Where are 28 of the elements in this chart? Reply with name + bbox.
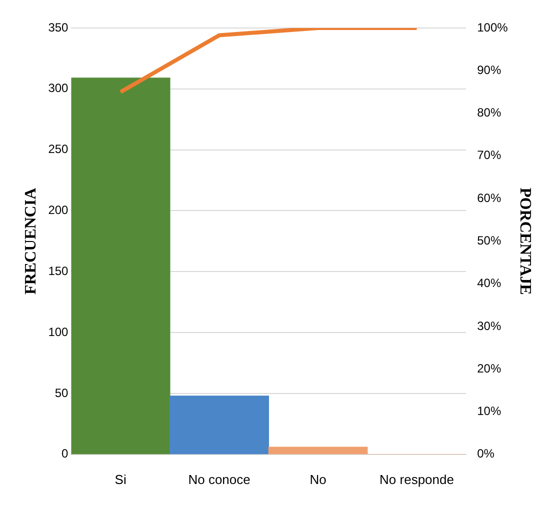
y-tick-label: 100	[48, 324, 69, 339]
bar	[71, 78, 170, 454]
y2-tick-label: 10%	[477, 404, 502, 418]
x-tick-label: No	[310, 472, 326, 487]
y-tick-label: 250	[48, 142, 69, 156]
y2-tick-label: 40%	[477, 276, 502, 290]
y2-tick-label: 100%	[477, 20, 508, 34]
y-tick-label: 150	[48, 264, 69, 278]
y-tick-label: 200	[48, 203, 69, 218]
y2-tick-label: 60%	[477, 190, 502, 205]
y2-tick-label: 50%	[477, 234, 502, 248]
y-tick-label: 50	[54, 386, 69, 400]
y-tick-label: 300	[48, 81, 69, 96]
y-axis-title: FRECUENCIA	[22, 187, 40, 295]
y2-tick-label: 30%	[477, 318, 502, 333]
y2-axis-title: PORCENTAJE	[516, 188, 534, 295]
y-tick-label: 350	[48, 20, 69, 34]
x-tick-label: Si	[114, 472, 126, 487]
y2-tick-label: 80%	[477, 106, 502, 120]
bar	[268, 446, 368, 454]
x-tick-label: No responde	[380, 472, 454, 487]
y2-tick-label: 0%	[477, 446, 495, 461]
y2-tick-label: 20%	[477, 361, 502, 376]
x-tick-label: No conoce	[188, 472, 250, 487]
y-tick-label: 0	[62, 446, 69, 461]
y2-tick-label: 90%	[477, 62, 502, 77]
bar	[170, 396, 269, 454]
y2-tick-label: 70%	[477, 148, 502, 162]
